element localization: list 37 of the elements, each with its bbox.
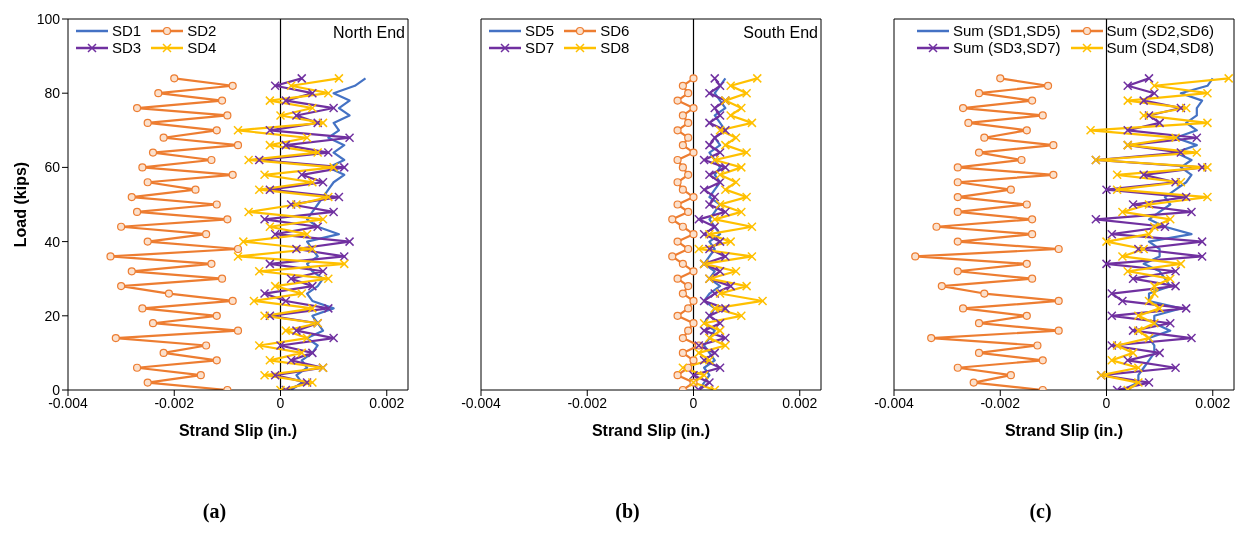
legend-label: SD5: [525, 22, 555, 39]
legend-label: SD4: [187, 39, 217, 56]
x-tick-label: -0.004: [461, 394, 502, 411]
text: (c): [1028, 500, 1053, 523]
x-tick-label: -0.002: [154, 394, 195, 411]
legend-label: SD1: [112, 22, 142, 39]
y-tick-label: 100: [36, 10, 61, 27]
legend-label: SD7: [525, 39, 555, 56]
x-axis-title: Strand Slip (in.): [591, 422, 711, 439]
text: (a): [201, 500, 228, 523]
x-tick-label: 0: [1102, 394, 1111, 411]
legend-label: Sum (SD3,SD7): [952, 39, 1061, 56]
annotation: South End: [743, 24, 818, 42]
x-tick-label: 0.002: [782, 394, 818, 411]
legend-label: Sum (SD4,SD8): [1106, 39, 1215, 56]
x-tick-label: 0: [276, 394, 285, 411]
y-tick-label: 40: [44, 233, 61, 250]
y-tick-label: 20: [44, 307, 61, 324]
x-tick-label: -0.002: [980, 394, 1021, 411]
x-axis-title: Strand Slip (in.): [1004, 422, 1124, 439]
legend-label: SD2: [187, 22, 217, 39]
y-tick-label: 80: [44, 85, 61, 102]
annotation: North End: [332, 24, 405, 42]
x-tick-label: 0: [689, 394, 698, 411]
x-tick-label: -0.004: [874, 394, 915, 411]
y-axis-title: Load (kips): [11, 161, 29, 248]
legend-label: Sum (SD1,SD5): [952, 22, 1061, 39]
legend-label: SD6: [600, 22, 630, 39]
legend-label: SD3: [112, 39, 142, 56]
x-axis-title: Strand Slip (in.): [178, 422, 298, 439]
x-tick-label: -0.002: [567, 394, 608, 411]
y-tick-label: 60: [44, 159, 61, 176]
text: (b): [614, 500, 641, 523]
x-tick-label: 0.002: [1195, 394, 1231, 411]
legend-label: SD8: [600, 39, 630, 56]
x-tick-label: 0.002: [369, 394, 405, 411]
legend-label: Sum (SD2,SD6): [1106, 22, 1215, 39]
